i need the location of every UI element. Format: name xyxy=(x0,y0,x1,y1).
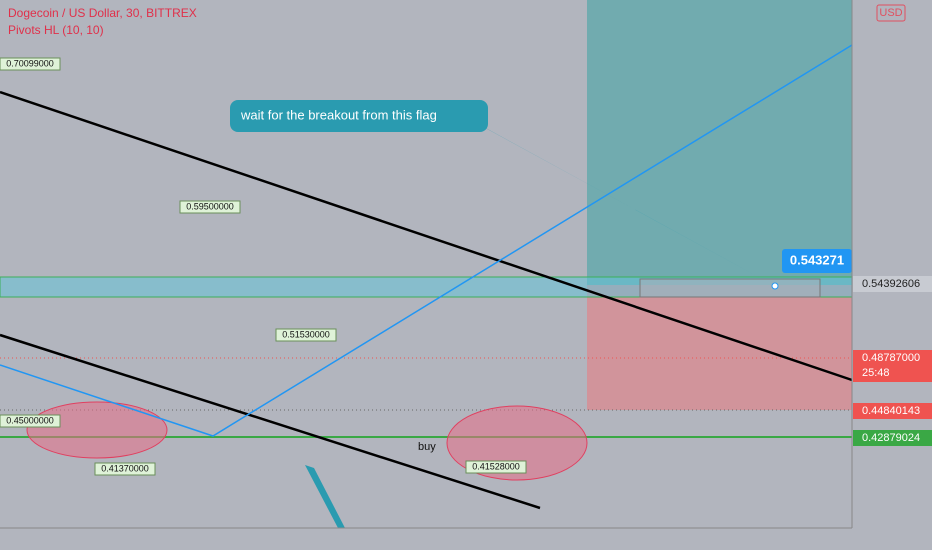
path-line xyxy=(0,44,853,437)
pivot-label: 0.45000000 xyxy=(6,415,54,425)
pivot-box xyxy=(465,460,527,474)
currency: USD xyxy=(879,7,902,19)
trend-line xyxy=(0,90,853,382)
price-box xyxy=(639,278,821,298)
price-label-box xyxy=(853,350,932,382)
highlight xyxy=(26,401,168,459)
anchor xyxy=(771,282,779,290)
price-label: 0.44840143 xyxy=(862,405,920,417)
price-label: 0.48787000 xyxy=(862,352,920,364)
pivot-box xyxy=(94,462,156,476)
label-text: 0.543271 xyxy=(790,252,844,267)
pivot-box xyxy=(0,414,61,428)
pivot-label: 0.59500000 xyxy=(186,201,234,211)
price-label-box xyxy=(853,430,932,446)
pivot-box xyxy=(0,57,61,71)
target-zone xyxy=(587,0,852,285)
callout-pointer xyxy=(305,465,345,528)
pivot-label: 0.41370000 xyxy=(101,463,149,473)
indicator-label: Pivots HL (10, 10) xyxy=(8,23,104,37)
price-label: 0.42879024 xyxy=(862,432,920,444)
buy-text: buy xyxy=(418,441,436,453)
price-label-box xyxy=(853,403,932,419)
pivot-label: 0.41528000 xyxy=(472,461,520,471)
label-box xyxy=(782,249,852,273)
trend-line xyxy=(0,333,541,510)
y-axis xyxy=(852,0,932,550)
price-label-box xyxy=(853,276,932,292)
callout-pointer xyxy=(460,114,775,286)
chart-title: Dogecoin / US Dollar, 30, BITTREX xyxy=(8,6,197,20)
pivot-label: 0.51530000 xyxy=(282,329,330,339)
price-label: 0.54392606 xyxy=(862,278,920,290)
currency-box xyxy=(876,4,906,22)
pivot-label: 0.70099000 xyxy=(6,58,54,68)
pivot-box xyxy=(179,200,241,214)
callout xyxy=(230,100,488,132)
countdown: 25:48 xyxy=(862,367,890,379)
callout-text: wait for the breakout from this flag xyxy=(240,107,437,122)
pivot-box xyxy=(275,328,337,342)
